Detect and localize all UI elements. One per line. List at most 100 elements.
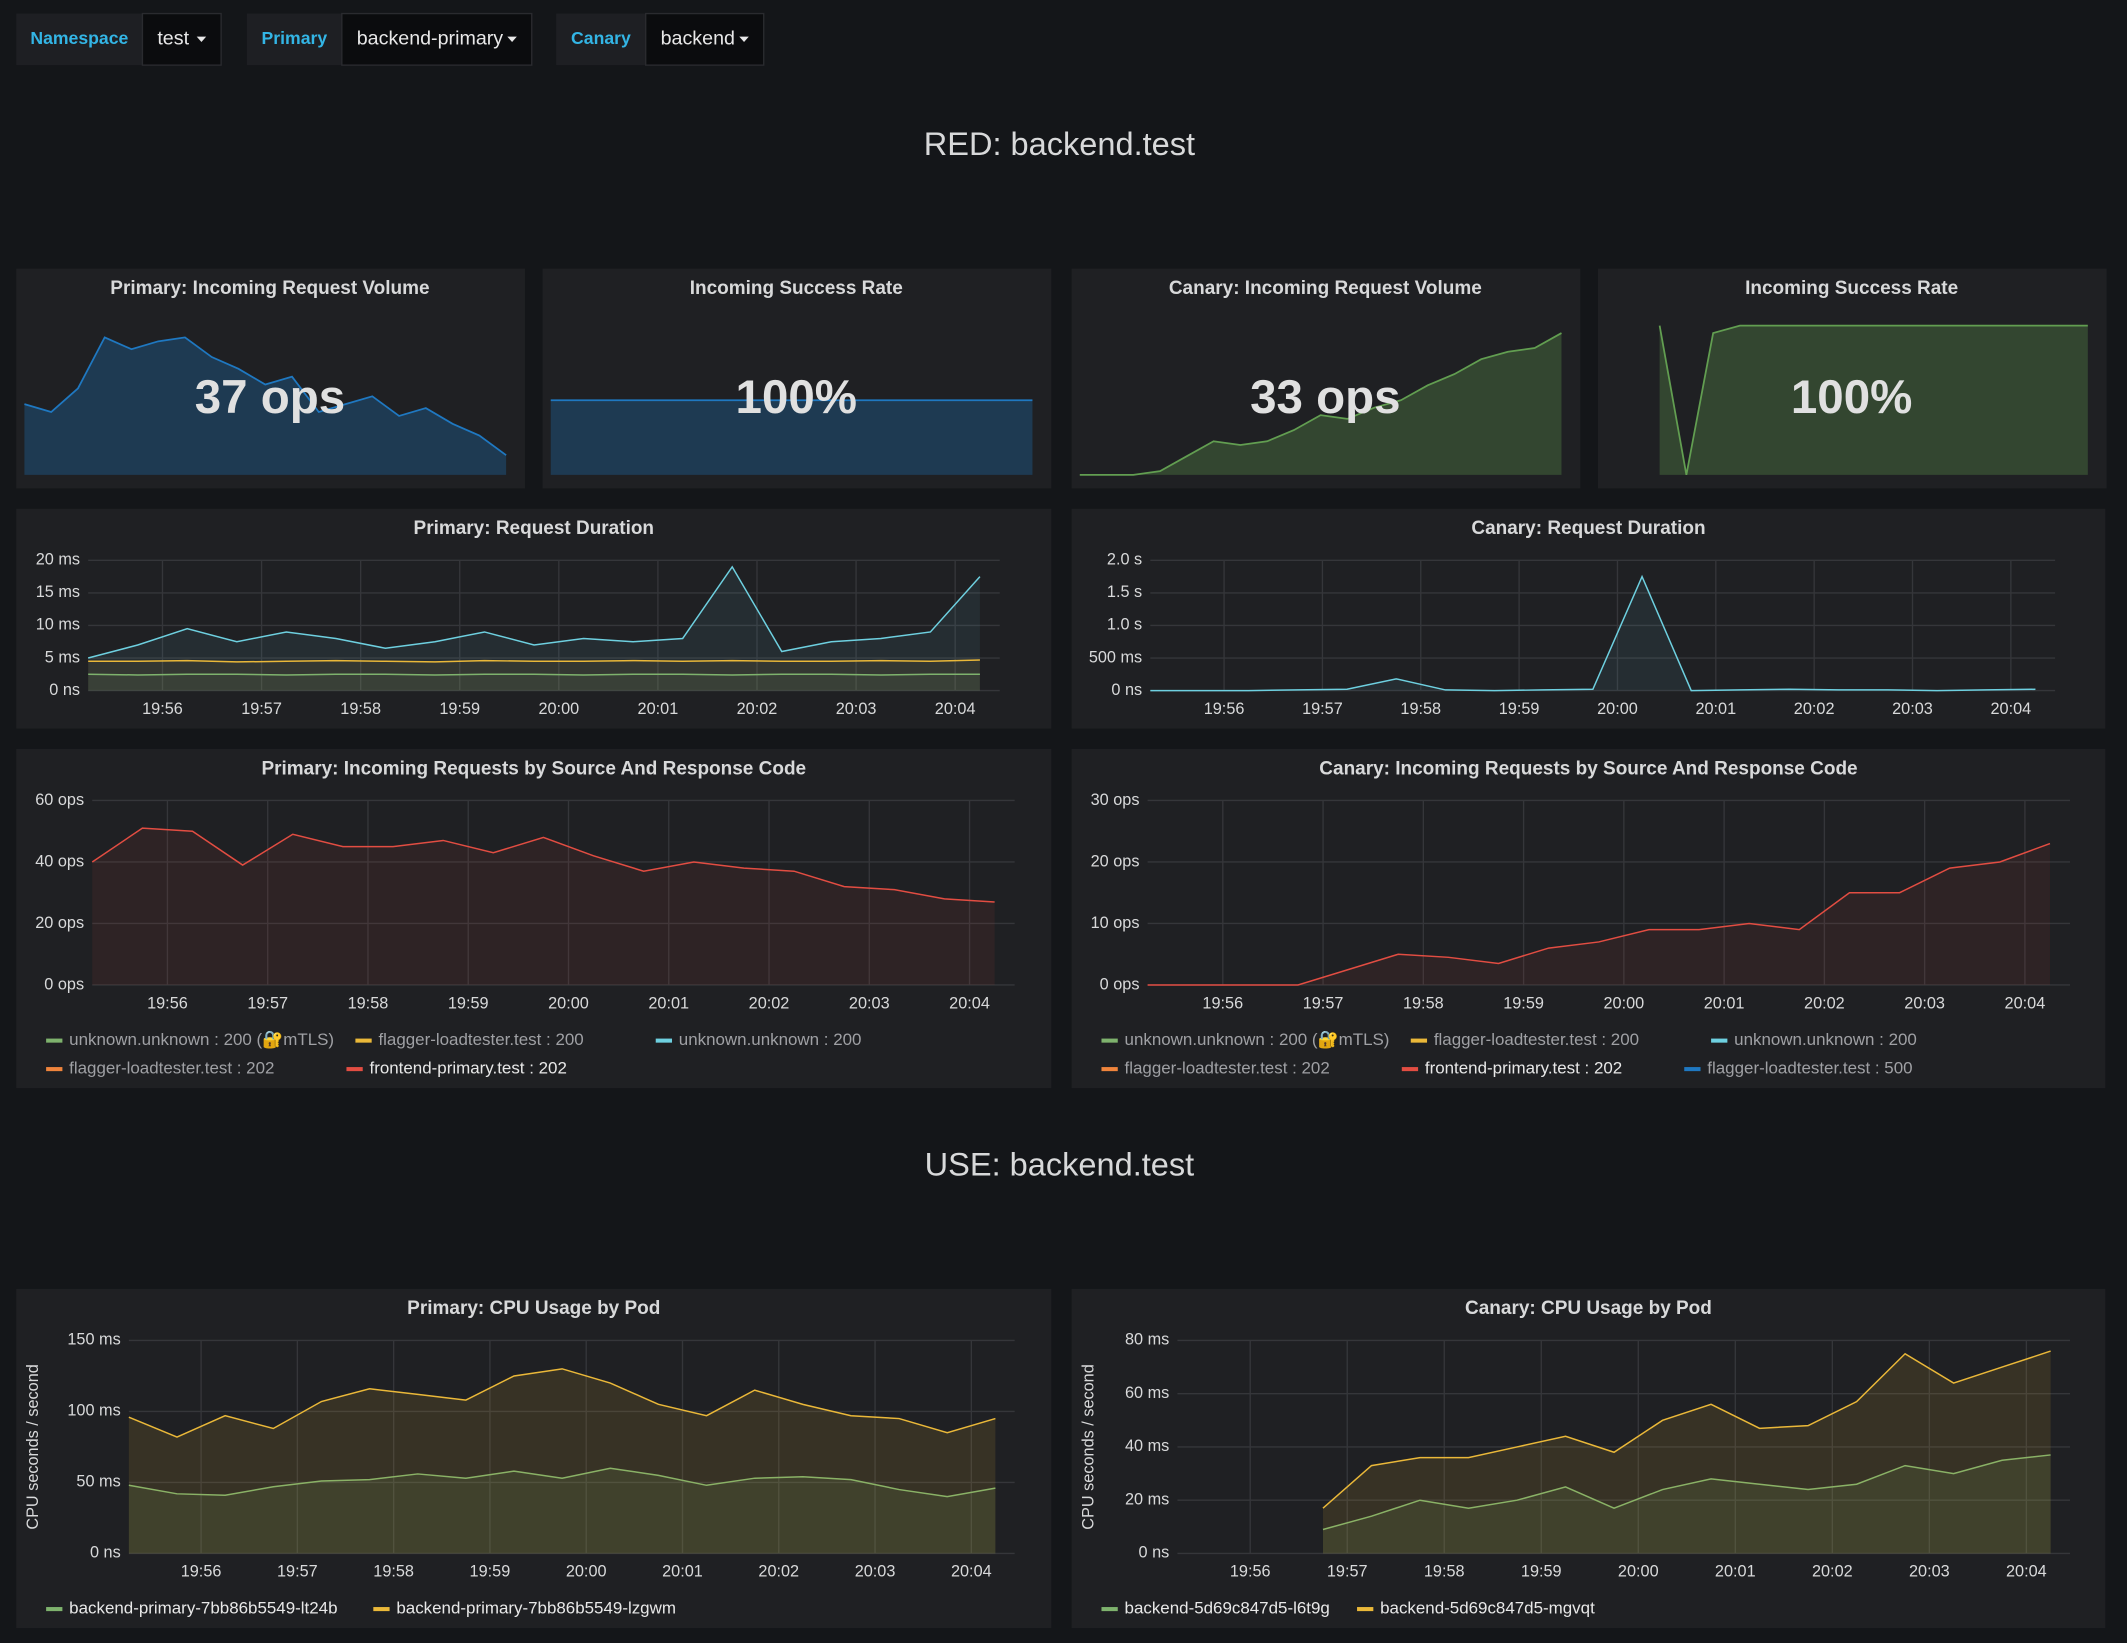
legend-item[interactable]: unknown.unknown : 200 xyxy=(655,1030,862,1049)
legend-label[interactable]: flagger-loadtester.test : 200 xyxy=(378,1030,583,1049)
legend-label[interactable]: flagger-loadtester.test : 500 xyxy=(1707,1059,1912,1078)
legend-swatch[interactable] xyxy=(46,1607,63,1612)
legend-item[interactable]: backend-5d69c847d5-mgvqt xyxy=(1357,1599,1595,1618)
x-tick-label: 20:00 xyxy=(538,700,579,718)
legend-swatch[interactable] xyxy=(1401,1067,1419,1072)
panel-title: Canary: Incoming Request Volume xyxy=(1169,278,1482,299)
series-line xyxy=(1658,324,2088,476)
x-tick-label: 20:00 xyxy=(1603,994,1644,1012)
panel-title: Incoming Success Rate xyxy=(1745,278,1958,299)
x-tick-label: 19:56 xyxy=(181,1563,222,1581)
x-tick-label: 20:04 xyxy=(1990,700,2031,718)
legend-swatch[interactable] xyxy=(355,1038,372,1043)
y-tick-label: 0 ops xyxy=(1100,975,1140,993)
x-tick-label: 19:57 xyxy=(277,1563,318,1581)
y-tick-label: 60 ops xyxy=(35,791,84,809)
x-tick-label: 20:01 xyxy=(638,700,679,718)
legend-swatch[interactable] xyxy=(1101,1067,1118,1072)
legend-swatch[interactable] xyxy=(1410,1038,1428,1043)
legend-swatch[interactable] xyxy=(46,1067,63,1072)
legend-item[interactable]: frontend-primary.test : 202 xyxy=(1401,1059,1622,1078)
row-title: USE: backend.test xyxy=(925,1146,1195,1182)
x-tick-label: 19:58 xyxy=(340,700,381,718)
legend-item[interactable]: unknown.unknown : 200 (🔐mTLS) xyxy=(46,1030,334,1049)
legend-swatch[interactable] xyxy=(1684,1067,1701,1072)
legend-label[interactable]: backend-primary-7bb86b5549-lt24b xyxy=(69,1599,337,1618)
x-tick-label: 20:04 xyxy=(2006,1563,2047,1581)
legend-label[interactable]: frontend-primary.test : 202 xyxy=(1425,1059,1622,1078)
legend-item[interactable]: flagger-loadtester.test : 500 xyxy=(1684,1059,1913,1078)
legend-label[interactable]: backend-primary-7bb86b5549-lzgwm xyxy=(396,1599,676,1618)
panel-title: Canary: Incoming Requests by Source And … xyxy=(1319,758,1857,779)
legend-label[interactable]: backend-5d69c847d5-mgvqt xyxy=(1380,1599,1595,1618)
legend-label[interactable]: unknown.unknown : 200 (🔐mTLS) xyxy=(69,1030,334,1049)
panel-title: Primary: Incoming Request Volume xyxy=(110,278,429,299)
variable-value[interactable]: backend xyxy=(661,28,735,50)
legend-swatch[interactable] xyxy=(373,1607,390,1612)
legend-swatch[interactable] xyxy=(46,1038,63,1043)
legend-swatch[interactable] xyxy=(1101,1607,1118,1612)
series-area xyxy=(92,828,995,985)
x-tick-label: 19:57 xyxy=(247,994,288,1012)
stat-panel xyxy=(542,268,1052,489)
x-tick-label: 20:01 xyxy=(648,994,689,1012)
y-tick-label: 100 ms xyxy=(67,1402,120,1420)
graph-panel xyxy=(1071,508,2106,729)
x-tick-label: 20:03 xyxy=(1904,994,1945,1012)
graph-panel xyxy=(1071,1288,2106,1629)
y-tick-label: 40 ms xyxy=(1125,1437,1169,1455)
dropdown-caret[interactable] xyxy=(507,36,517,43)
legend-label[interactable]: unknown.unknown : 200 (🔐mTLS) xyxy=(1125,1030,1390,1049)
variable-value[interactable]: backend-primary xyxy=(357,28,504,50)
y-tick-label: 1.0 s xyxy=(1107,616,1142,634)
legend-item[interactable]: unknown.unknown : 200 (🔐mTLS) xyxy=(1101,1030,1389,1049)
dropdown-caret[interactable] xyxy=(739,36,749,43)
y-tick-label: 0 ops xyxy=(44,975,84,993)
series-area xyxy=(1322,1351,2051,1554)
legend-item[interactable]: backend-5d69c847d5-l6t9g xyxy=(1101,1599,1330,1618)
legend-item[interactable]: backend-primary-7bb86b5549-lzgwm xyxy=(373,1599,676,1618)
legend-swatch[interactable] xyxy=(1357,1607,1374,1612)
variable[interactable]: Primary backend-primary xyxy=(246,12,533,66)
x-tick-label: 20:01 xyxy=(1715,1563,1756,1581)
series-area xyxy=(88,566,980,691)
legend-label[interactable]: frontend-primary.test : 202 xyxy=(370,1059,567,1078)
legend-swatch[interactable] xyxy=(346,1067,363,1072)
x-tick-label: 20:04 xyxy=(935,700,976,718)
legend-swatch[interactable] xyxy=(1711,1038,1728,1043)
y-tick-label: 10 ms xyxy=(36,616,80,634)
legend-swatch[interactable] xyxy=(655,1038,673,1043)
legend-swatch[interactable] xyxy=(1101,1038,1118,1043)
x-tick-label: 19:59 xyxy=(1521,1563,1562,1581)
legend-label[interactable]: flagger-loadtester.test : 200 xyxy=(1434,1030,1639,1049)
series-area xyxy=(1659,325,2088,475)
legend-item[interactable]: backend-primary-7bb86b5549-lt24b xyxy=(46,1599,338,1618)
variable-value[interactable]: test xyxy=(157,28,189,50)
legend-label[interactable]: unknown.unknown : 200 xyxy=(679,1030,862,1049)
legend-label[interactable]: unknown.unknown : 200 xyxy=(1734,1030,1917,1049)
legend-item[interactable]: flagger-loadtester.test : 200 xyxy=(355,1030,584,1049)
variable-value-box[interactable] xyxy=(341,12,533,66)
series-area xyxy=(1079,333,1562,475)
variable[interactable]: Canary backend xyxy=(556,12,765,66)
legend-item[interactable]: flagger-loadtester.test : 200 xyxy=(1410,1030,1639,1049)
y-tick-label: 10 ops xyxy=(1091,914,1140,932)
variable[interactable]: Namespace test xyxy=(16,12,222,66)
y-tick-label: 150 ms xyxy=(67,1331,120,1349)
legend-item[interactable]: frontend-primary.test : 202 xyxy=(346,1059,567,1078)
legend-label[interactable]: flagger-loadtester.test : 202 xyxy=(1125,1059,1330,1078)
legend-label[interactable]: flagger-loadtester.test : 202 xyxy=(69,1059,274,1078)
x-tick-label: 19:58 xyxy=(1403,994,1444,1012)
variable-label: Namespace xyxy=(30,28,128,48)
y-tick-label: 20 ms xyxy=(1125,1491,1169,1509)
panel-title: Primary: Incoming Requests by Source And… xyxy=(261,758,806,779)
dropdown-caret[interactable] xyxy=(196,36,207,43)
series-line xyxy=(88,673,980,676)
legend-item[interactable]: flagger-loadtester.test : 202 xyxy=(1101,1059,1330,1078)
x-tick-label: 20:04 xyxy=(2005,994,2046,1012)
legend-item[interactable]: flagger-loadtester.test : 202 xyxy=(46,1059,274,1078)
x-tick-label: 19:56 xyxy=(142,700,183,718)
legend-item[interactable]: unknown.unknown : 200 xyxy=(1711,1030,1917,1049)
legend-label[interactable]: backend-5d69c847d5-l6t9g xyxy=(1125,1599,1330,1618)
variable-value-box[interactable] xyxy=(141,12,222,66)
